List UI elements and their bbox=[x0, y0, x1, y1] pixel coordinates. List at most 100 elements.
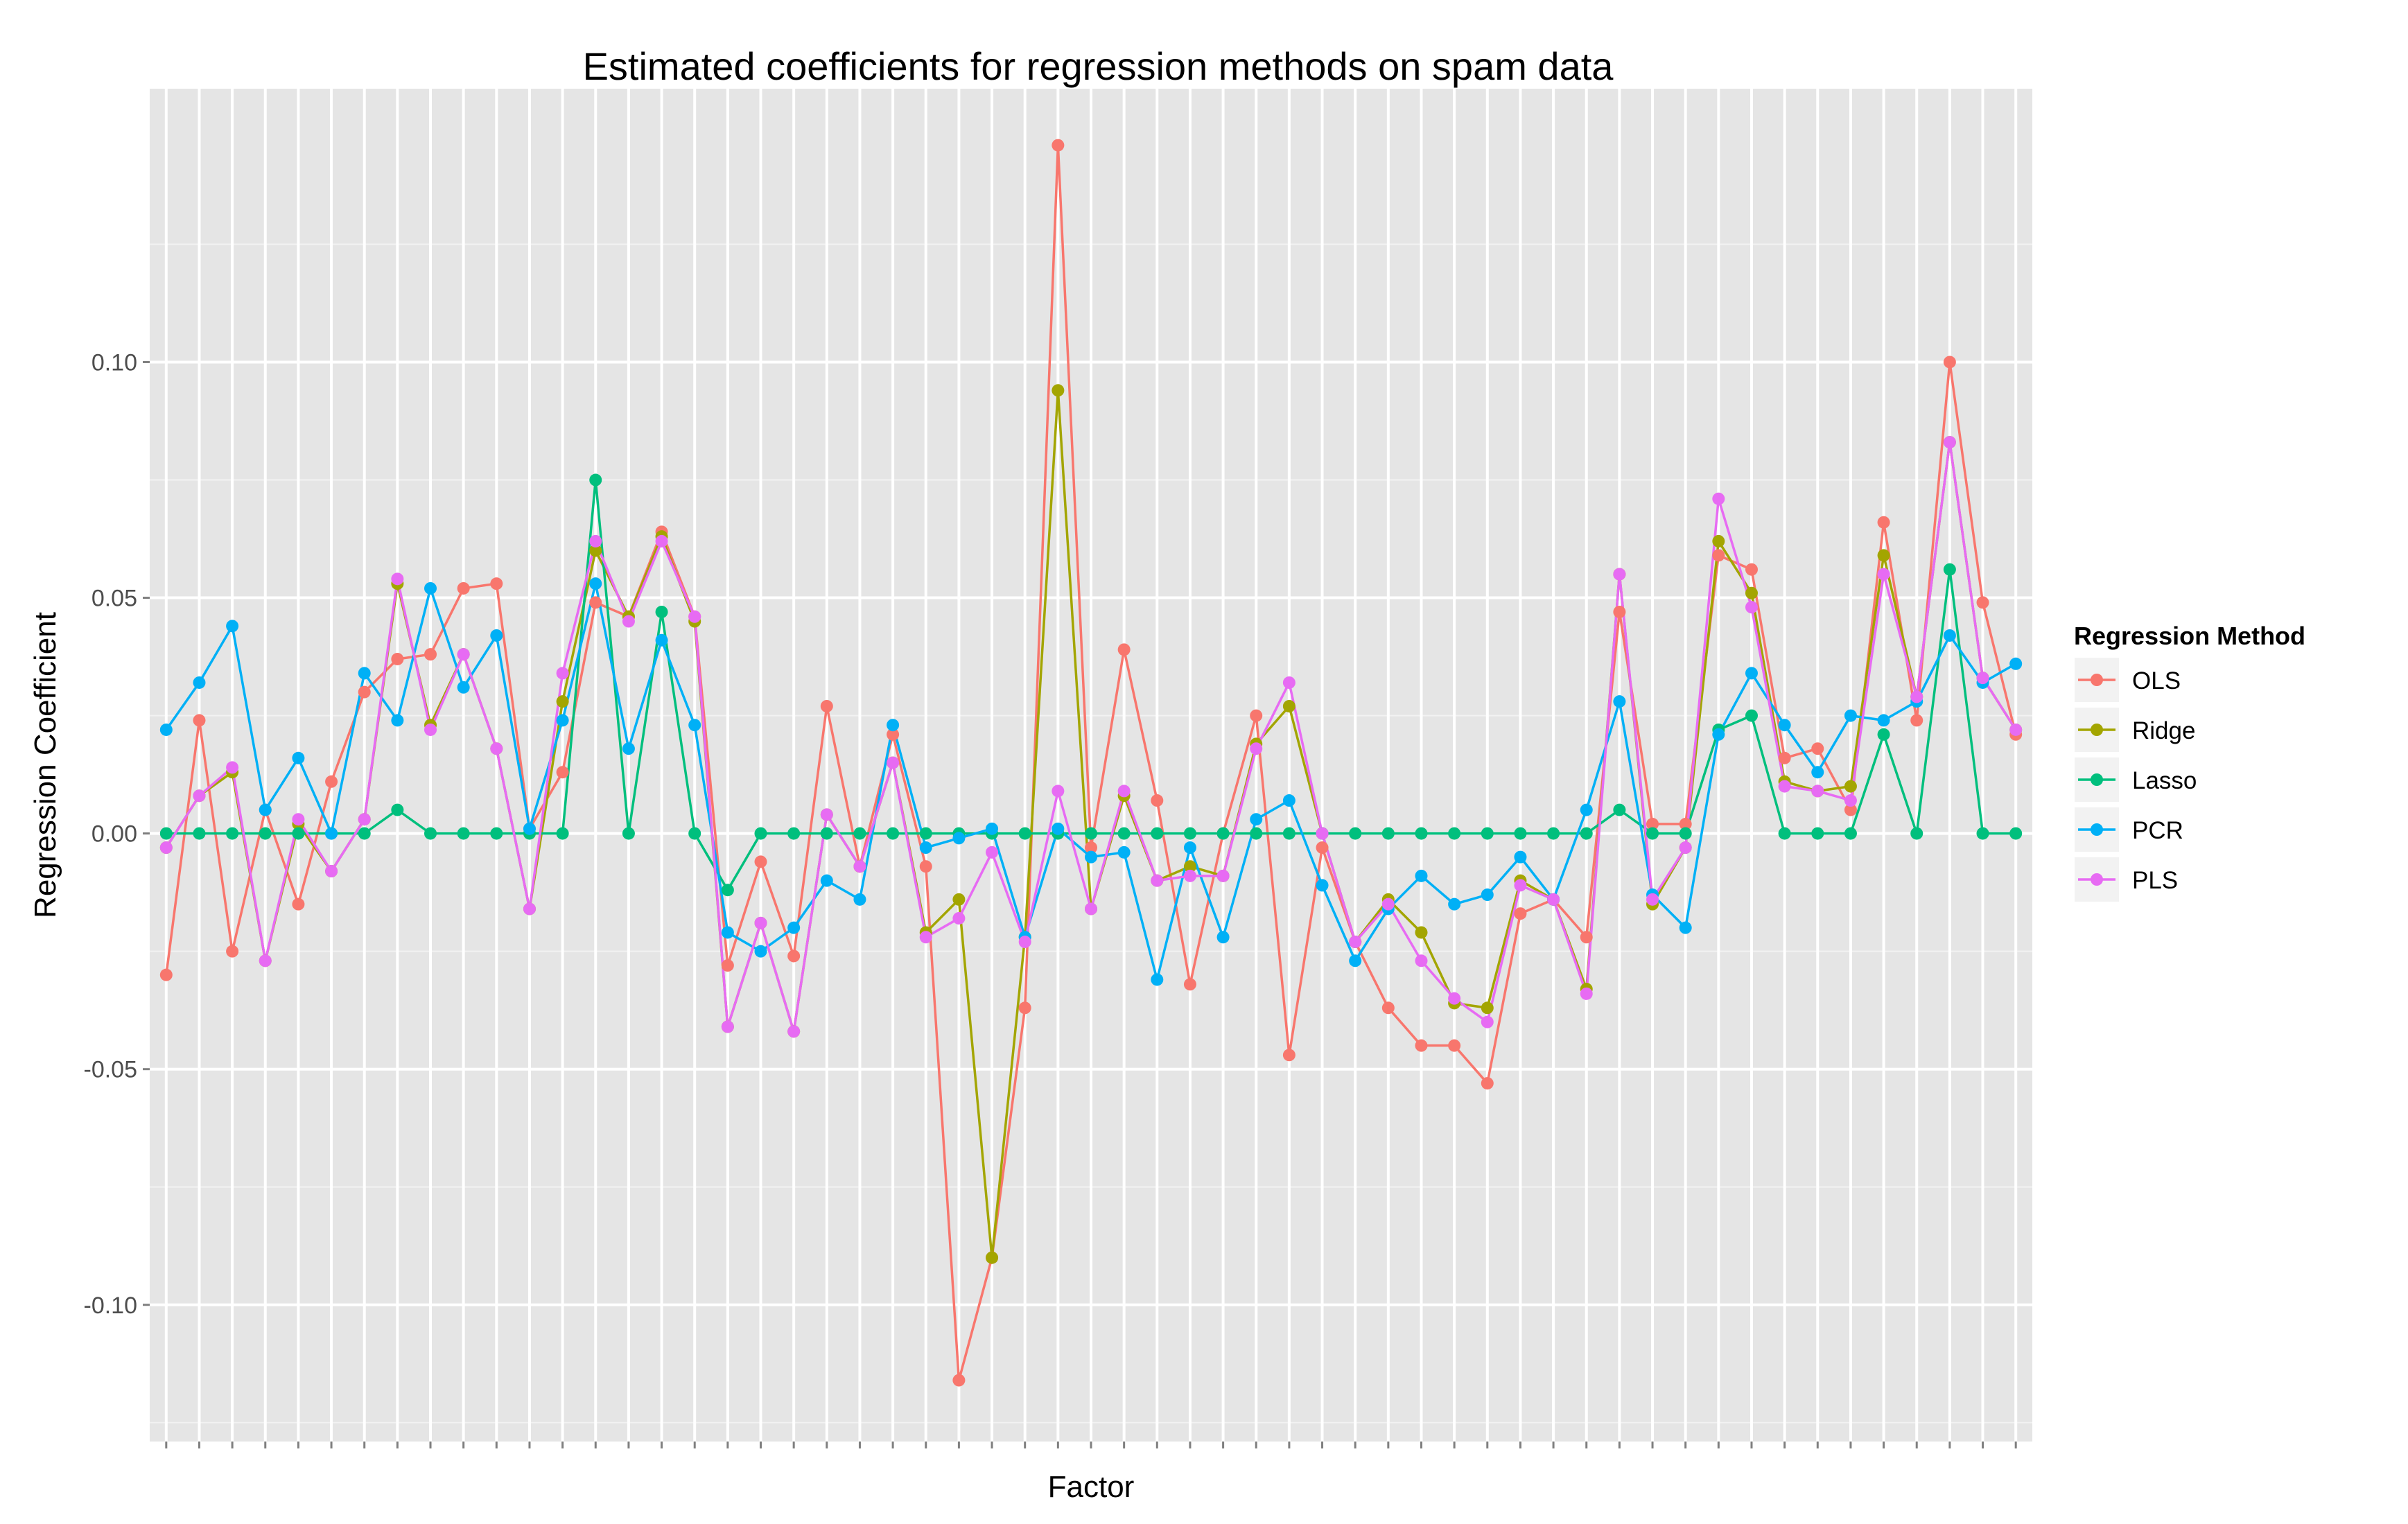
legend-label-lasso: Lasso bbox=[2132, 767, 2197, 794]
point-ols-42 bbox=[1514, 907, 1527, 920]
point-lasso-53 bbox=[1877, 728, 1890, 741]
point-ols-3 bbox=[226, 945, 239, 958]
point-pcr-37 bbox=[1349, 954, 1362, 967]
point-pls-34 bbox=[1250, 742, 1263, 755]
y-tick-label-3: 0.05 bbox=[91, 586, 137, 612]
point-ridge-13 bbox=[556, 695, 569, 708]
point-pcr-1 bbox=[159, 723, 173, 736]
point-pcr-20 bbox=[787, 921, 801, 934]
point-lasso-47 bbox=[1679, 827, 1692, 840]
point-ols-40 bbox=[1448, 1039, 1461, 1052]
point-pls-5 bbox=[292, 813, 305, 826]
point-lasso-41 bbox=[1481, 827, 1494, 840]
point-lasso-5 bbox=[292, 827, 305, 840]
point-pcr-32 bbox=[1183, 841, 1196, 855]
legend-label-ols: OLS bbox=[2132, 667, 2181, 694]
point-pcr-36 bbox=[1316, 879, 1329, 892]
point-pls-9 bbox=[424, 723, 437, 736]
point-ols-21 bbox=[820, 699, 833, 712]
point-pcr-25 bbox=[952, 832, 966, 845]
point-ridge-41 bbox=[1481, 1001, 1494, 1015]
point-lasso-11 bbox=[490, 827, 503, 840]
x-axis-title: Factor bbox=[1048, 1470, 1135, 1504]
point-lasso-13 bbox=[556, 827, 569, 840]
point-ols-53 bbox=[1877, 516, 1890, 529]
point-pcr-29 bbox=[1085, 850, 1097, 864]
point-ridge-52 bbox=[1844, 780, 1857, 793]
point-lasso-1 bbox=[159, 827, 173, 840]
point-lasso-50 bbox=[1778, 827, 1791, 840]
point-pls-3 bbox=[226, 761, 239, 774]
point-pcr-50 bbox=[1778, 719, 1791, 732]
y-axis-title: Regression Coefficient bbox=[28, 612, 62, 918]
point-pcr-13 bbox=[556, 714, 569, 727]
point-ols-56 bbox=[1976, 596, 1989, 609]
point-pcr-55 bbox=[1943, 629, 1956, 642]
point-lasso-39 bbox=[1415, 827, 1428, 840]
point-ols-14 bbox=[589, 596, 602, 609]
point-pls-35 bbox=[1282, 676, 1295, 689]
point-lasso-21 bbox=[820, 827, 833, 840]
point-pls-4 bbox=[259, 954, 272, 967]
point-ols-19 bbox=[754, 855, 767, 868]
point-pcr-30 bbox=[1117, 846, 1131, 859]
legend-item-ridge: Ridge bbox=[2073, 706, 2195, 753]
legend-key-point-pls bbox=[2091, 873, 2103, 886]
point-pcr-4 bbox=[259, 803, 272, 816]
point-ridge-35 bbox=[1282, 699, 1295, 712]
point-pcr-2 bbox=[193, 676, 206, 689]
point-ols-32 bbox=[1183, 978, 1196, 991]
point-pcr-16 bbox=[655, 633, 668, 647]
point-pls-26 bbox=[986, 846, 999, 859]
point-ols-41 bbox=[1481, 1077, 1494, 1090]
point-lasso-32 bbox=[1183, 827, 1196, 840]
point-pls-21 bbox=[820, 808, 833, 821]
point-pcr-26 bbox=[986, 822, 999, 835]
point-pls-51 bbox=[1811, 785, 1824, 798]
point-pcr-9 bbox=[424, 581, 437, 595]
point-ols-24 bbox=[919, 860, 932, 873]
legend-label-ridge: Ridge bbox=[2132, 717, 2195, 744]
point-lasso-17 bbox=[688, 827, 701, 840]
point-pcr-39 bbox=[1415, 869, 1428, 882]
point-pls-29 bbox=[1085, 902, 1097, 916]
legend: Regression Method OLS Ridge Lasso PCR PLS bbox=[2073, 622, 2305, 903]
point-pls-56 bbox=[1976, 672, 1989, 685]
point-lasso-8 bbox=[391, 803, 404, 816]
point-pls-46 bbox=[1646, 893, 1659, 906]
point-ridge-49 bbox=[1745, 586, 1758, 599]
point-pcr-22 bbox=[853, 893, 866, 906]
point-pls-50 bbox=[1778, 780, 1791, 793]
point-pls-8 bbox=[391, 572, 404, 586]
point-ridge-48 bbox=[1712, 534, 1725, 548]
point-pcr-33 bbox=[1216, 931, 1230, 944]
point-pls-52 bbox=[1844, 794, 1857, 807]
point-pls-47 bbox=[1679, 841, 1692, 855]
point-lasso-10 bbox=[457, 827, 470, 840]
point-pls-12 bbox=[523, 902, 536, 916]
point-ols-29 bbox=[1085, 841, 1097, 855]
point-ols-2 bbox=[193, 714, 206, 727]
point-ridge-25 bbox=[952, 893, 966, 906]
point-lasso-38 bbox=[1381, 827, 1395, 840]
point-ols-18 bbox=[721, 959, 734, 972]
point-pls-13 bbox=[556, 667, 569, 680]
legend-label-pcr: PCR bbox=[2132, 817, 2183, 844]
point-lasso-44 bbox=[1580, 827, 1593, 840]
point-pls-31 bbox=[1151, 874, 1164, 887]
point-ridge-14 bbox=[589, 544, 602, 557]
point-pcr-23 bbox=[887, 719, 900, 732]
point-pcr-57 bbox=[2009, 657, 2023, 670]
point-pcr-12 bbox=[523, 822, 536, 835]
point-pls-25 bbox=[952, 912, 966, 925]
point-pls-27 bbox=[1018, 936, 1031, 949]
legend-key-point-ols bbox=[2091, 674, 2103, 686]
point-lasso-35 bbox=[1282, 827, 1295, 840]
point-lasso-40 bbox=[1448, 827, 1461, 840]
legend-key-point-pcr bbox=[2091, 823, 2103, 836]
point-pls-19 bbox=[754, 916, 767, 929]
point-pls-33 bbox=[1216, 869, 1230, 882]
point-pcr-41 bbox=[1481, 888, 1494, 902]
point-pcr-8 bbox=[391, 714, 404, 727]
point-pls-18 bbox=[721, 1020, 734, 1033]
